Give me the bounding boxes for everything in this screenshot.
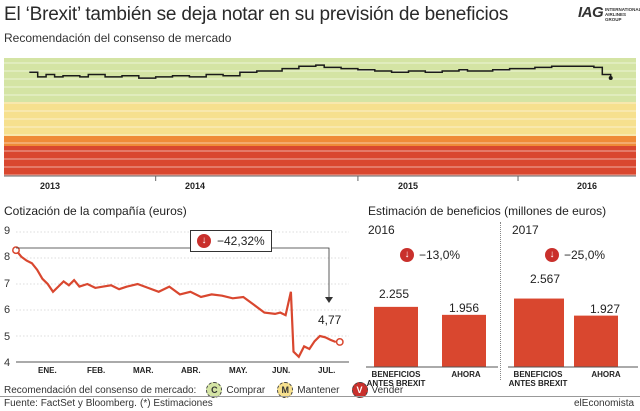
month-mar: MAR.: [133, 366, 154, 375]
footer-note: (*) Estimaciones: [140, 398, 213, 409]
consensus-chart: [4, 58, 636, 181]
down-arrow-icon: ↓: [545, 248, 559, 262]
buy-badge-icon: C: [206, 382, 223, 398]
panel-divider: [500, 222, 501, 380]
footer-rule: [0, 396, 640, 397]
month-feb: FEB.: [87, 366, 106, 375]
legend-hold: Mantener: [297, 384, 340, 396]
year-2015: 2015: [398, 181, 419, 191]
page-title: El ‘Brexit’ también se deja notar en su …: [4, 4, 509, 25]
footer-source: Fuente: FactSet y Bloomberg.: [4, 398, 137, 409]
footer-brand: elEconomista: [574, 398, 635, 409]
change-2016: ↓ −13,0%: [400, 248, 460, 262]
bar-2017-now-label: 1.927: [590, 302, 621, 316]
change-2017: ↓ −25,0%: [545, 248, 605, 262]
iag-logo: IAG INTERNATIONAL AIRLINES GROUP: [578, 4, 640, 26]
band-underweight: [4, 136, 636, 146]
bar-2017-before: [514, 298, 564, 367]
ytick-6: 6: [4, 304, 11, 316]
ytick-4: 4: [4, 357, 11, 369]
cat-2017-before-l1: BENEFICIOS: [513, 370, 563, 379]
stock-change-box: ↓ −42,32%: [190, 230, 272, 252]
ytick-7: 7: [4, 278, 11, 290]
cat-2016-before: BENEFICIOS ANTES BREXIT: [366, 370, 426, 388]
year-2013: 2013: [40, 181, 61, 191]
consensus-last-point: [608, 76, 613, 81]
bar-2017-before-label: 2.567: [530, 272, 561, 286]
stock-chart: [12, 231, 349, 363]
change-2016-value: −13,0%: [419, 248, 461, 262]
sell-badge-icon: V: [351, 382, 368, 398]
hold-badge-icon: M: [277, 382, 294, 398]
logo-subtext: INTERNATIONAL AIRLINES GROUP: [605, 7, 640, 22]
ytick-9: 9: [4, 225, 11, 237]
bar-2016-now-label: 1.956: [449, 301, 480, 315]
cat-2017-before-l2: ANTES BREXIT: [508, 379, 568, 388]
bars-2017: [508, 298, 638, 368]
month-abr: ABR.: [181, 366, 201, 375]
consensus-bands: [4, 58, 636, 176]
month-may: MAY.: [229, 366, 248, 375]
cat-2016-now: AHORA: [451, 370, 481, 379]
cat-2017-before: BENEFICIOS ANTES BREXIT: [508, 370, 568, 388]
consensus-end-marker: [608, 76, 613, 81]
year-ticks: [155, 176, 519, 181]
bar-2016-now: [442, 314, 486, 367]
year-2014: 2014: [185, 181, 206, 191]
estimates-title: Estimación de beneficios (millones de eu…: [368, 204, 607, 218]
cat-2017-now: AHORA: [591, 370, 621, 379]
panel-year-2017: 2017: [512, 223, 539, 237]
stock-end-point: [335, 338, 344, 346]
recommendation-legend: Recomendación del consenso de mercado: C…: [4, 382, 403, 398]
year-2016: 2016: [577, 181, 598, 191]
legend-sell: Vender: [371, 384, 404, 396]
panel-year-2016: 2016: [368, 223, 395, 237]
down-arrow-icon: ↓: [197, 234, 211, 248]
stock-change-value: −42,32%: [217, 234, 265, 248]
down-arrow-icon: ↓: [400, 248, 414, 262]
bar-2017-now: [574, 315, 618, 367]
consensus-line: [29, 64, 612, 79]
ytick-5: 5: [4, 331, 11, 343]
bar-2016-before-label: 2.255: [379, 287, 410, 301]
cat-2016-before-l2: ANTES BREXIT: [366, 379, 426, 388]
bar-2016-before: [374, 306, 418, 367]
cat-2016-before-l1: BENEFICIOS: [371, 370, 421, 379]
logo-text: IAG: [578, 4, 604, 21]
change-leader-line: [16, 247, 330, 297]
page-subtitle: Recomendación del consenso de mercado: [4, 31, 232, 45]
leader-arrowhead: [325, 297, 333, 303]
month-jul: JUL.: [318, 366, 336, 375]
change-2017-value: −25,0%: [564, 248, 606, 262]
stock-start-point: [12, 246, 20, 255]
stock-line: [15, 249, 337, 359]
stock-grid: [16, 231, 349, 363]
month-ene: ENE.: [38, 366, 57, 375]
legend-prefix: Recomendación del consenso de mercado:: [4, 384, 197, 396]
stock-last-value: 4,77: [318, 313, 342, 327]
ytick-8: 8: [4, 251, 11, 263]
month-jun: JUN.: [272, 366, 291, 375]
bars-2016: [366, 306, 498, 368]
stock-title: Cotización de la compañía (euros): [4, 204, 187, 218]
legend-buy: Comprar: [226, 384, 266, 396]
